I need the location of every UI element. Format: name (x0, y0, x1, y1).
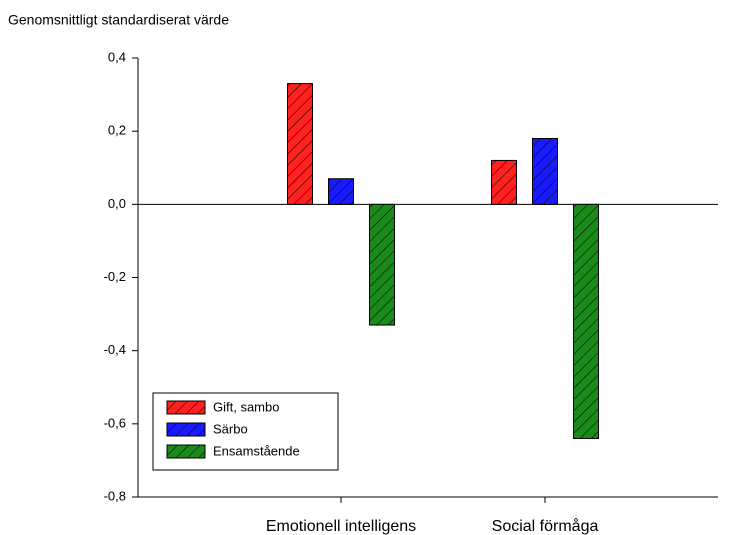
y-tick-label: -0,6 (104, 415, 126, 430)
legend-label: Ensamstående (213, 443, 300, 458)
y-axis-title: Genomsnittligt standardiserat värde (8, 12, 229, 28)
y-tick-label: -0,2 (104, 269, 126, 284)
legend-swatch (166, 422, 206, 437)
x-tick-label: Social förmåga (492, 517, 599, 535)
bar (328, 178, 354, 205)
legend-label: Särbo (213, 421, 248, 436)
y-tick-label: 0,0 (108, 196, 126, 211)
bar (287, 83, 313, 205)
bar (491, 159, 517, 205)
legend-swatch (166, 444, 206, 459)
y-tick-label: -0,8 (104, 488, 126, 503)
legend-swatch (166, 400, 206, 415)
x-tick-label: Emotionell intelligens (266, 518, 416, 535)
y-tick-label: 0,4 (108, 49, 126, 64)
y-tick-label: 0,2 (108, 123, 126, 138)
y-tick-label: -0,4 (104, 342, 126, 357)
bar (532, 137, 558, 205)
bar (573, 203, 599, 439)
legend-label: Gift, sambo (213, 399, 279, 414)
bar (369, 203, 395, 326)
